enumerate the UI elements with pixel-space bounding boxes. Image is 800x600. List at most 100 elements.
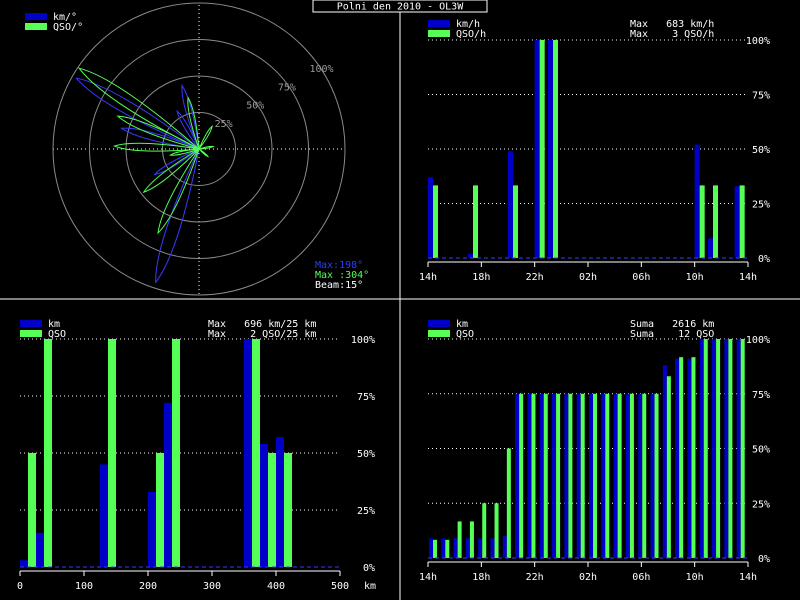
- km-bar-3: [468, 253, 473, 258]
- y-tick-label-1: 25%: [752, 499, 770, 510]
- legend-swatch-0: [25, 13, 47, 20]
- polar-info-0: Max:198°: [315, 260, 363, 271]
- info-line-1: Max 3 QSO/h: [630, 29, 714, 40]
- qso-bar-0: [28, 453, 36, 567]
- qso-bar-0: [433, 539, 437, 558]
- legend-label-0: km: [456, 319, 468, 330]
- km-bar-3: [465, 538, 470, 558]
- y-tick-label-4: 100%: [746, 335, 770, 346]
- qso-bar-15: [617, 393, 622, 558]
- qso-bar-8: [531, 393, 536, 558]
- km-bar-11: [564, 393, 569, 558]
- distance-histogram-panel: 0%25%50%75%100%0 100 200 300 400 500 kmkmQSOMa…: [17, 319, 376, 592]
- x-tick-label-4: 06h: [632, 272, 650, 283]
- qso-bar-9: [172, 339, 180, 567]
- x-tick-label-1: 18h: [472, 272, 490, 283]
- km-lobe-3: [119, 127, 200, 150]
- y-tick-label-2: 50%: [752, 445, 770, 456]
- km-lobe-5: [176, 109, 200, 150]
- polar-ring-label-3: 75%: [278, 82, 296, 93]
- km-bar-19: [662, 365, 667, 558]
- x-unit-label: km: [364, 581, 376, 592]
- y-tick-label-1: 25%: [752, 200, 770, 211]
- km-bar-17: [638, 393, 643, 558]
- x-tick-label-2: 22h: [526, 572, 544, 583]
- qso-bar-23: [739, 185, 745, 258]
- km-bar-23: [712, 339, 717, 558]
- km-lobe-0: [75, 77, 200, 150]
- qso-bar-22: [703, 339, 708, 558]
- km-bar-9: [164, 402, 172, 567]
- x-tick-label-5: 10h: [686, 572, 704, 583]
- km-bar-20: [694, 144, 700, 258]
- km-lobe-1: [155, 148, 200, 284]
- qso-bar-0: [433, 185, 438, 258]
- km-bar-21: [708, 238, 713, 258]
- qso-bar-20: [699, 185, 705, 258]
- x-tick-label-4: 400: [267, 581, 285, 592]
- qso-lobe-0: [77, 67, 200, 150]
- km-bar-23: [734, 186, 740, 258]
- km-bar-15: [260, 443, 268, 567]
- x-tick-label-2: 200: [139, 581, 157, 592]
- km-bar-13: [589, 393, 593, 558]
- km-bar-0: [429, 538, 433, 558]
- km-bar-6: [502, 536, 507, 558]
- km-lobe-4: [153, 148, 200, 176]
- info-line-0: Max 696 km/25 km: [208, 319, 316, 330]
- legend-label-1: QSO: [48, 329, 66, 340]
- x-tick-label-1: 100: [75, 581, 93, 592]
- polar-panel: 25% 50% 75% 100% km/°QSO/° Max:198°Max :304°B…: [25, 2, 369, 297]
- y-tick-label-3: 75%: [752, 390, 770, 401]
- y-tick-label-0: 0%: [758, 554, 770, 565]
- qso-bar-19: [666, 376, 671, 558]
- qso-bar-1: [44, 339, 52, 567]
- qso-lobe-3: [168, 148, 200, 156]
- qso-bar-5: [494, 503, 499, 558]
- qso-bar-21: [691, 357, 696, 558]
- y-tick-label-2: 50%: [357, 449, 375, 460]
- km-bar-7: [515, 393, 520, 558]
- qso-bar-17: [642, 393, 647, 558]
- legend-swatch-0: [428, 20, 450, 27]
- legend-label-0: km/h: [456, 19, 480, 30]
- x-tick-label-5: 500: [331, 581, 349, 592]
- km-lobe-2: [181, 84, 200, 150]
- qso-lobe-7: [198, 124, 213, 150]
- qso-bar-24: [728, 339, 733, 558]
- km-bar-0: [20, 560, 28, 567]
- km-bar-9: [539, 393, 544, 558]
- km-bar-5: [490, 538, 495, 558]
- km-bar-14: [601, 393, 606, 558]
- info-line-1: Suma 12 QSO: [630, 329, 714, 340]
- km-bar-15: [613, 393, 618, 558]
- km-bar-8: [148, 491, 156, 567]
- km-bar-8: [527, 393, 532, 558]
- polar-ring-4: [52, 2, 346, 296]
- x-tick-label-1: 18h: [472, 572, 490, 583]
- km-bar-5: [100, 464, 108, 567]
- km-bar-9: [548, 40, 553, 258]
- legend-swatch-1: [428, 30, 450, 37]
- qso-bar-16: [284, 453, 292, 567]
- x-tick-label-0: 14h: [419, 272, 437, 283]
- km-bar-4: [478, 538, 483, 558]
- x-tick-label-3: 02h: [579, 572, 597, 583]
- legend-label-0: km: [48, 319, 60, 330]
- chart-title: Polni den 2010 - OL3W: [337, 2, 464, 13]
- y-tick-label-3: 75%: [752, 91, 770, 102]
- km-bar-10: [552, 393, 557, 558]
- qso-lobe-6: [187, 96, 200, 150]
- y-tick-label-0: 0%: [758, 254, 770, 265]
- km-bar-20: [675, 358, 680, 558]
- qso-bar-3: [469, 521, 474, 558]
- qso-lobe-4: [157, 148, 200, 235]
- qso-lobe-2: [112, 142, 200, 152]
- qso-bar-25: [740, 339, 745, 558]
- km-bar-25: [736, 339, 741, 558]
- qso-bar-9: [553, 40, 558, 258]
- y-tick-label-4: 100%: [351, 335, 375, 346]
- polar-ring-label-4: 100%: [309, 64, 333, 75]
- km-bar-8: [534, 40, 540, 258]
